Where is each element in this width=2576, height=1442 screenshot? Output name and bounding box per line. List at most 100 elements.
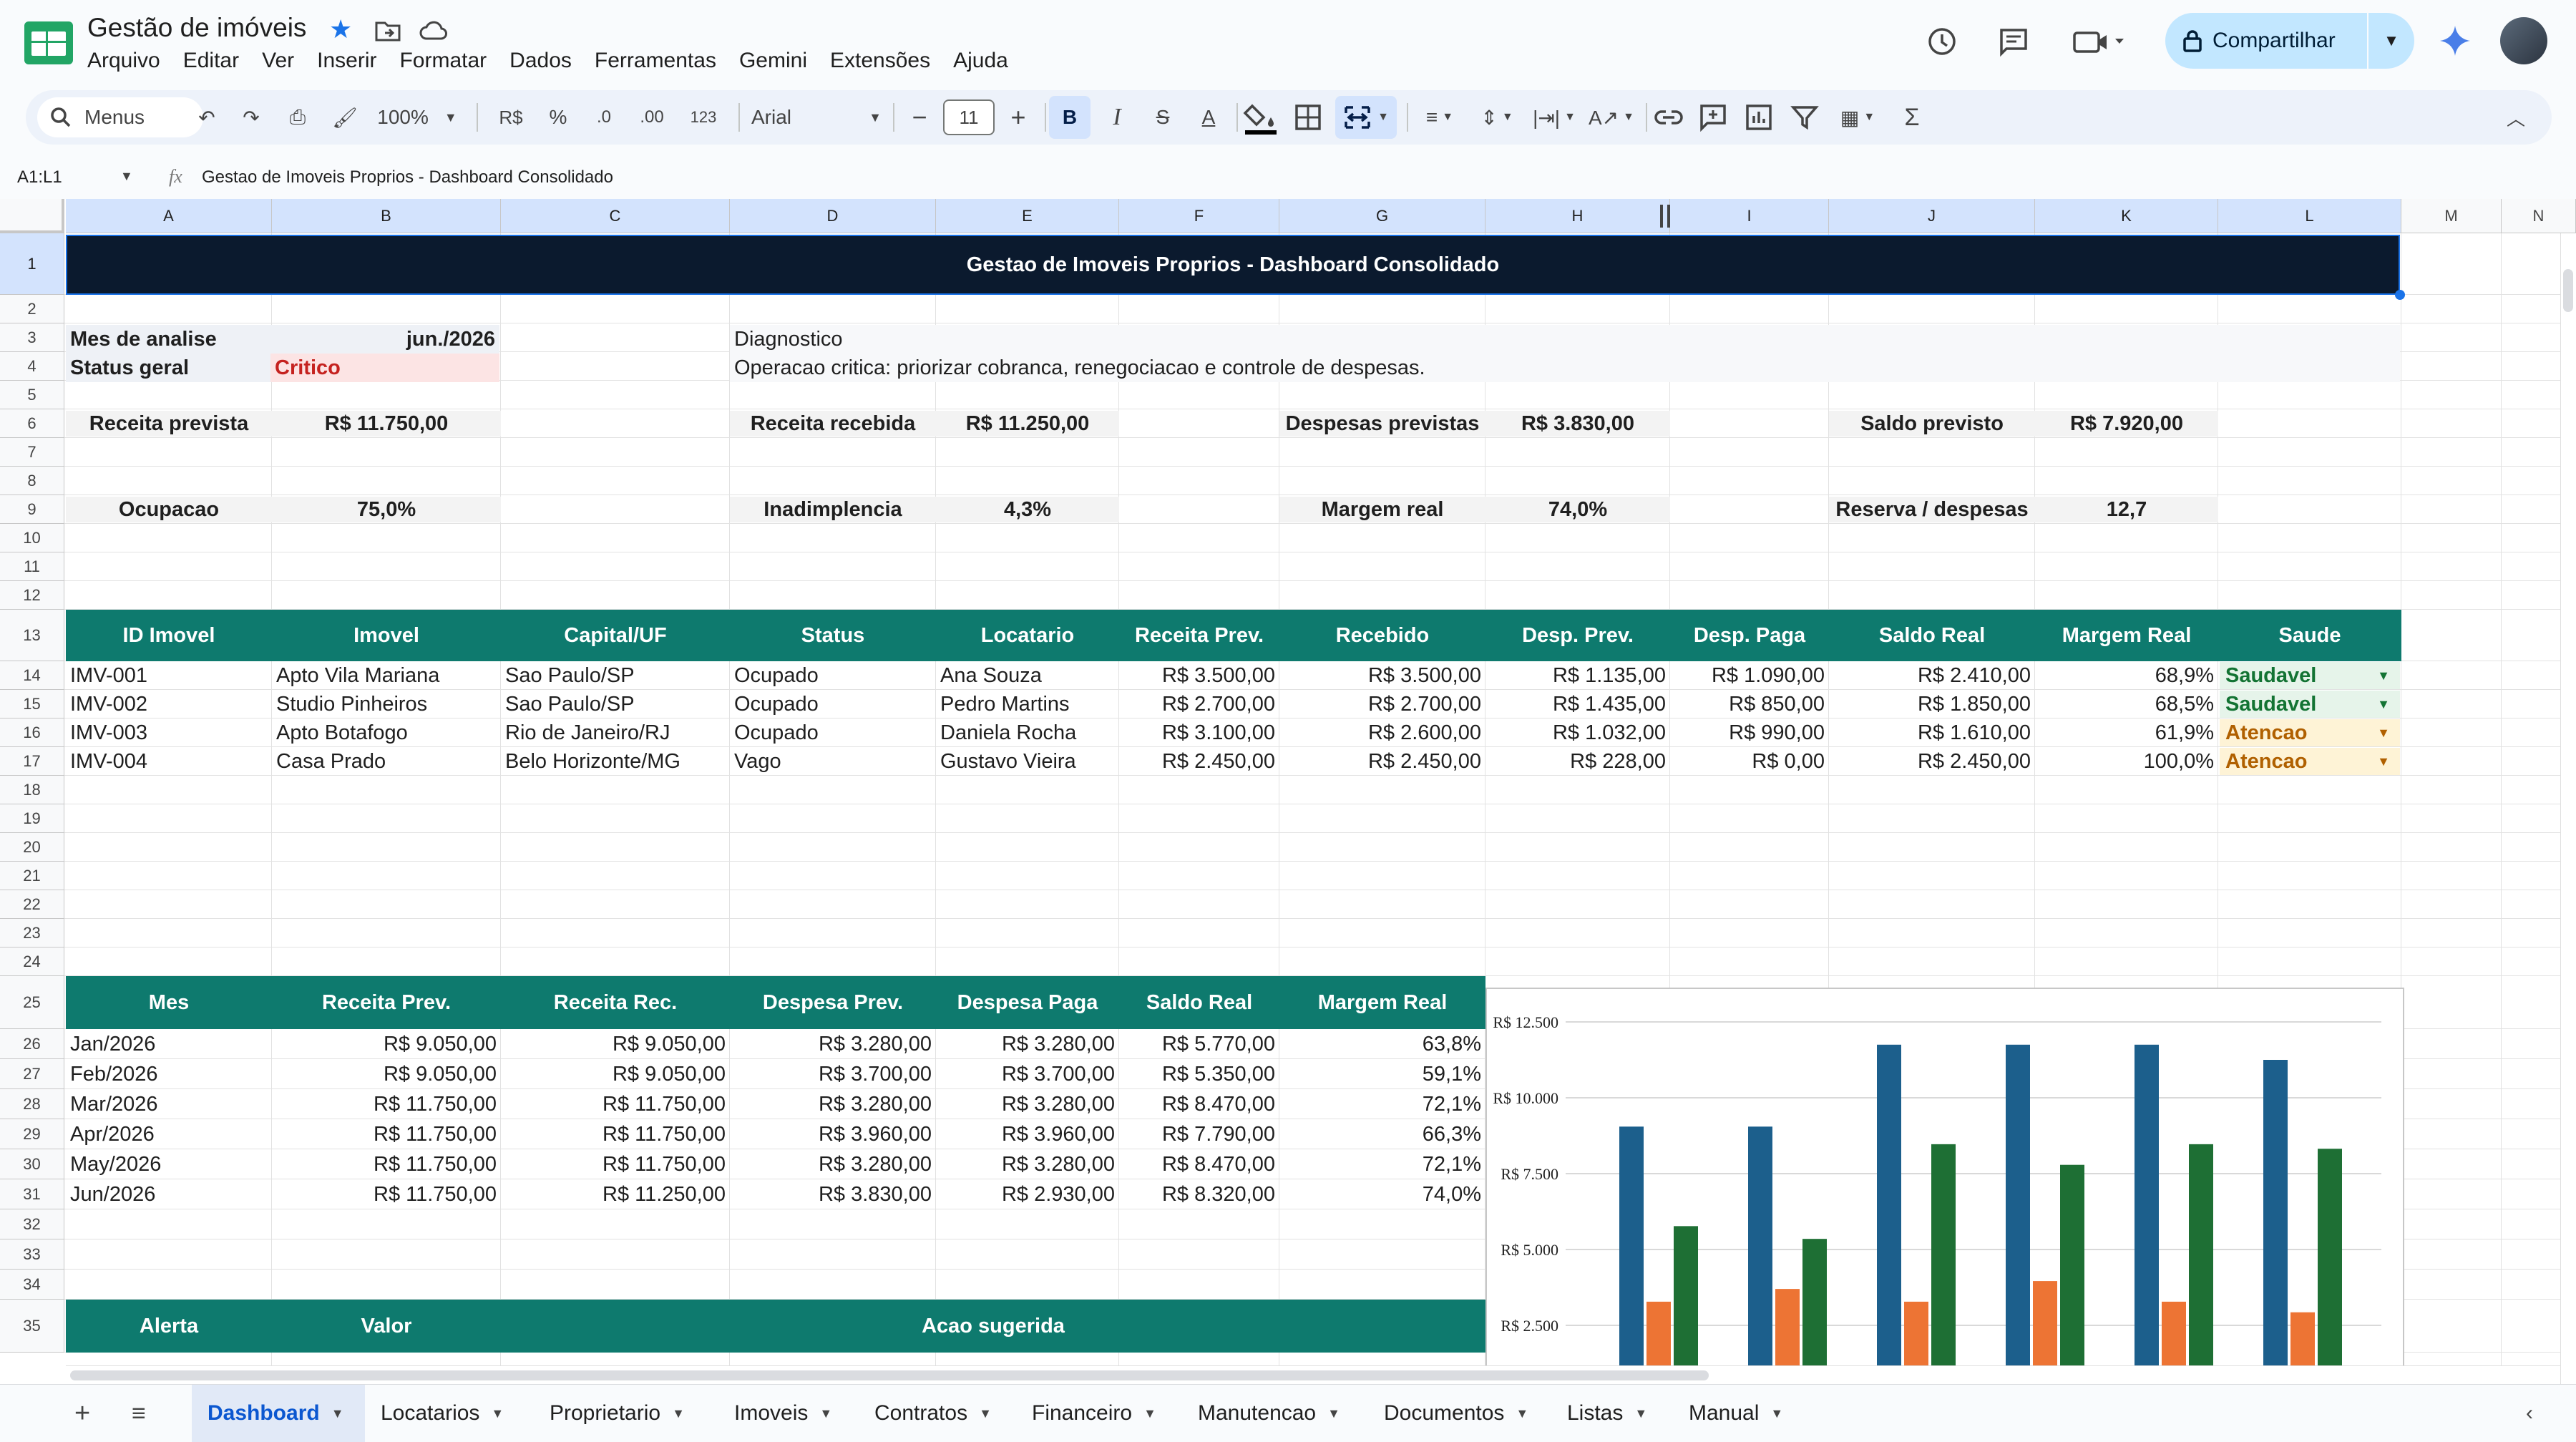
imoveis-cell[interactable]: 68,5% — [2155, 692, 2214, 716]
kpi-value[interactable]: 4,3% — [1003, 497, 1052, 521]
dashboard-title-cell[interactable]: Gestao de Imoveis Proprios - Dashboard C… — [66, 235, 2400, 295]
imoveis-cell[interactable]: R$ 3.500,00 — [1367, 663, 1481, 687]
imoveis-cell[interactable]: Rio de Janeiro/RJ — [505, 721, 670, 744]
meses-cell[interactable]: R$ 7.790,00 — [1161, 1122, 1275, 1146]
meses-cell[interactable]: R$ 3.280,00 — [818, 1092, 932, 1116]
sheet-tab-chevron-icon[interactable]: ▼ — [1634, 1406, 1648, 1421]
selection-fill-handle[interactable] — [2395, 290, 2405, 300]
version-history-icon[interactable] — [1926, 26, 1958, 57]
redo-icon[interactable]: ↷ — [243, 106, 260, 129]
gemini-icon[interactable] — [2439, 24, 2472, 57]
row-header-19[interactable]: 19 — [0, 804, 64, 833]
imoveis-cell[interactable]: IMV-004 — [70, 749, 147, 773]
meses-cell[interactable]: R$ 3.960,00 — [1001, 1122, 1115, 1146]
meses-cell[interactable]: 59,1% — [1422, 1062, 1481, 1086]
sheet-tab-chevron-icon[interactable]: ▼ — [979, 1406, 992, 1421]
row-header-32[interactable]: 32 — [0, 1209, 64, 1239]
meses-cell[interactable]: R$ 3.280,00 — [1001, 1092, 1115, 1116]
imoveis-cell[interactable]: R$ 3.100,00 — [1161, 721, 1275, 744]
name-box-chevron-icon[interactable]: ▼ — [120, 169, 133, 183]
imoveis-cell[interactable]: Ocupado — [734, 692, 819, 716]
vertical-scroll-thumb[interactable] — [2563, 269, 2573, 312]
meses-cell[interactable]: R$ 3.280,00 — [818, 1032, 932, 1056]
insert-comment-icon[interactable] — [1699, 103, 1727, 132]
mes-value-cell[interactable]: jun./2026 — [406, 327, 495, 351]
status-value-cell[interactable]: Critico — [270, 354, 499, 382]
imoveis-cell[interactable]: R$ 2.450,00 — [1367, 749, 1481, 773]
alertas-header-cell[interactable]: Acao sugerida — [501, 1300, 1485, 1353]
diagnostico-label-cell[interactable]: Diagnostico — [730, 325, 2400, 354]
row-header-21[interactable]: 21 — [0, 862, 64, 890]
column-header-m[interactable]: M — [2401, 199, 2502, 233]
meses-cell[interactable]: 63,8% — [1422, 1032, 1481, 1056]
meses-header-cell[interactable]: Despesa Prev. — [730, 976, 936, 1029]
document-title[interactable]: Gestão de imóveis — [87, 13, 307, 42]
saude-dropdown-chip[interactable]: Saudavel ▼ — [2220, 662, 2400, 689]
saude-dropdown-chip[interactable]: Atencao ▼ — [2220, 748, 2400, 775]
imoveis-cell[interactable]: IMV-003 — [70, 721, 147, 744]
saude-dropdown-chevron-icon[interactable]: ▼ — [2377, 668, 2390, 683]
row-header-3[interactable]: 3 — [0, 323, 64, 352]
imoveis-cell[interactable]: Sao Paulo/SP — [505, 692, 635, 716]
imoveis-cell[interactable]: R$ 1.090,00 — [1711, 663, 1825, 687]
add-sheet-button[interactable]: + — [74, 1398, 91, 1428]
meses-cell[interactable]: Mar/2026 — [70, 1092, 158, 1116]
column-header-i[interactable]: I — [1670, 199, 1829, 233]
meet-icon[interactable] — [2072, 27, 2128, 56]
meses-header-cell[interactable]: Mes — [66, 976, 272, 1029]
percent-format-button[interactable]: % — [549, 106, 567, 128]
print-icon[interactable]: ⎙ — [289, 105, 306, 128]
sheet-tab-chevron-icon[interactable]: ▼ — [1770, 1406, 1784, 1421]
imoveis-header-cell[interactable]: Status — [730, 610, 936, 661]
select-all-corner[interactable] — [0, 199, 64, 233]
currency-format-button[interactable]: R$ — [499, 106, 523, 128]
column-resize-handle[interactable] — [1660, 205, 1670, 228]
column-header-a[interactable]: A — [66, 199, 272, 233]
row-header-10[interactable]: 10 — [0, 524, 64, 552]
kpi-label[interactable]: Despesas previstas — [1285, 411, 1480, 435]
column-header-l[interactable]: L — [2218, 199, 2401, 233]
vertical-align-icon[interactable]: ⇕ ▼ — [1480, 106, 1513, 129]
row-header-12[interactable]: 12 — [0, 581, 64, 610]
increase-decimal-button[interactable]: .00 — [640, 107, 664, 127]
imoveis-cell[interactable]: R$ 228,00 — [1570, 749, 1666, 773]
row-header-27[interactable]: 27 — [0, 1059, 64, 1089]
star-icon[interactable]: ★ — [329, 14, 353, 44]
merge-cells-button[interactable]: ▼ — [1335, 96, 1397, 139]
diagnostico-text-cell[interactable]: Operacao critica: priorizar cobranca, re… — [730, 354, 2400, 382]
strikethrough-button[interactable]: S — [1156, 106, 1170, 128]
text-rotation-icon[interactable]: A↗ ▼ — [1589, 106, 1634, 129]
column-header-b[interactable]: B — [272, 199, 501, 233]
paint-format-icon[interactable]: 🖌 — [332, 106, 358, 129]
saude-dropdown-chip[interactable]: Saudavel ▼ — [2220, 691, 2400, 718]
imoveis-cell[interactable]: Apto Botafogo — [276, 721, 408, 744]
sheet-tab-dashboard[interactable]: Dashboard ▼ — [192, 1385, 365, 1442]
row-header-30[interactable]: 30 — [0, 1149, 64, 1179]
row-header-2[interactable]: 2 — [0, 295, 64, 323]
meses-header-cell[interactable]: Saldo Real — [1119, 976, 1279, 1029]
bold-button[interactable]: B — [1049, 96, 1091, 139]
meses-cell[interactable]: R$ 9.050,00 — [612, 1062, 726, 1086]
alertas-header-cell[interactable]: Alerta — [66, 1300, 272, 1353]
saude-dropdown-chip[interactable]: Atencao ▼ — [2220, 719, 2400, 746]
imoveis-cell[interactable]: R$ 1.610,00 — [1917, 721, 2031, 744]
imoveis-cell[interactable]: 100,0% — [2143, 749, 2214, 773]
menu-formatar[interactable]: Formatar — [399, 49, 487, 72]
imoveis-header-cell[interactable]: Margem Real — [2035, 610, 2218, 661]
meses-cell[interactable]: R$ 9.050,00 — [612, 1032, 726, 1056]
borders-icon[interactable] — [1294, 103, 1322, 132]
row-header-20[interactable]: 20 — [0, 833, 64, 862]
imoveis-header-cell[interactable]: Imovel — [272, 610, 501, 661]
column-header-n[interactable]: N — [2502, 199, 2576, 233]
meses-cell[interactable]: R$ 11.750,00 — [374, 1152, 497, 1176]
meses-cell[interactable]: R$ 11.750,00 — [374, 1122, 497, 1146]
cloud-status-icon[interactable] — [419, 20, 448, 42]
sheet-tab-proprietario[interactable]: Proprietario ▼ — [534, 1385, 718, 1442]
row-header-15[interactable]: 15 — [0, 690, 64, 718]
meses-cell[interactable]: R$ 3.280,00 — [1001, 1152, 1115, 1176]
column-header-e[interactable]: E — [936, 199, 1119, 233]
imoveis-header-cell[interactable]: Locatario — [936, 610, 1119, 661]
meses-cell[interactable]: R$ 8.470,00 — [1161, 1092, 1275, 1116]
horizontal-scroll-thumb[interactable] — [70, 1370, 1709, 1380]
kpi-value[interactable]: R$ 7.920,00 — [2069, 411, 2183, 435]
